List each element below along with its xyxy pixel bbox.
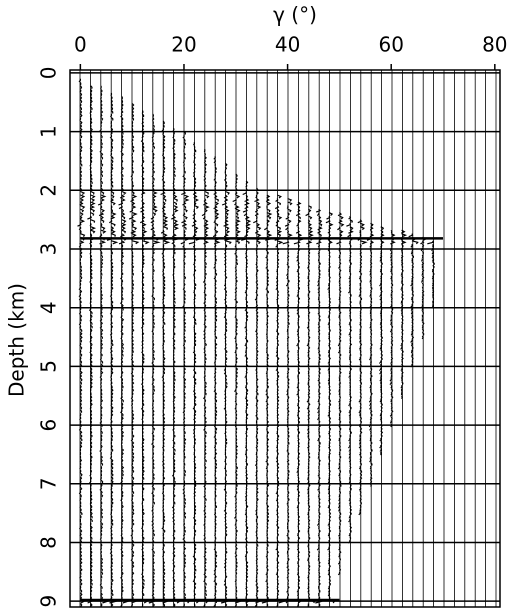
wiggle-traces xyxy=(77,78,435,607)
y-tick-label: 0 xyxy=(37,67,61,80)
y-tick-label: 9 xyxy=(37,595,61,608)
x-tick-label: 60 xyxy=(378,33,403,57)
y-tick-label: 8 xyxy=(37,536,61,549)
y-tick-label: 1 xyxy=(37,125,61,138)
y-tick-label: 6 xyxy=(37,419,61,432)
x-tick-label: 40 xyxy=(275,33,300,57)
y-tick-label: 3 xyxy=(37,243,61,256)
x-tick-label: 0 xyxy=(74,33,87,57)
x-tick-label: 80 xyxy=(482,33,507,57)
y-tick-label: 2 xyxy=(37,184,61,197)
y-tick-label: 5 xyxy=(37,360,61,373)
y-tick-label: 7 xyxy=(37,477,61,490)
y-axis-title: Depth (km) xyxy=(5,283,29,397)
x-axis-title: γ (°) xyxy=(273,3,317,27)
y-tick-label: 4 xyxy=(37,301,61,314)
plot-frame xyxy=(69,69,501,608)
x-tick-label: 20 xyxy=(171,33,196,57)
